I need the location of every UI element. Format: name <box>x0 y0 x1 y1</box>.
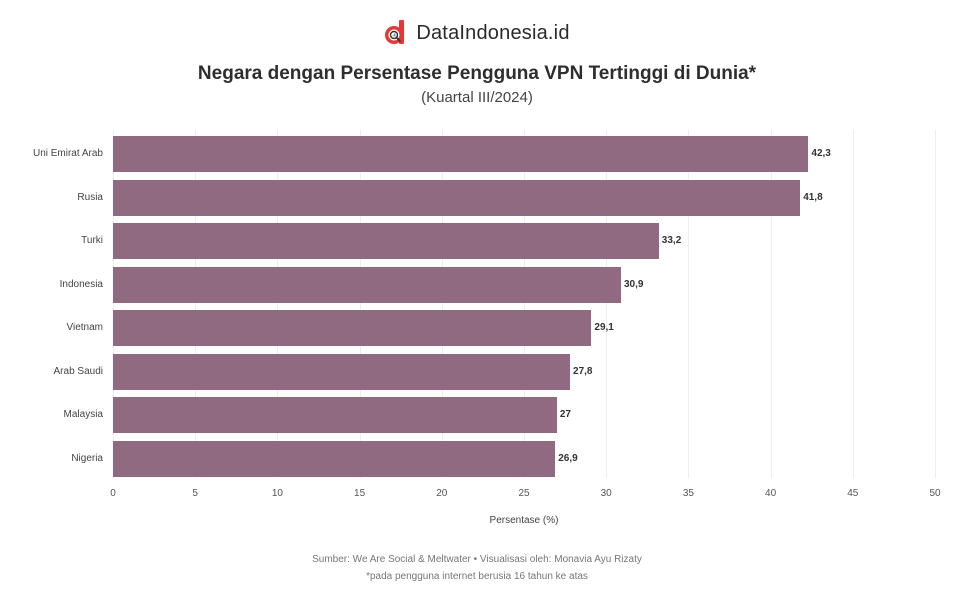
category-label: Vietnam <box>66 322 103 333</box>
brand-header: DataIndonesia.id <box>0 20 954 46</box>
x-tick-label: 0 <box>110 488 116 499</box>
bar-value-label: 42,3 <box>811 148 831 159</box>
category-label: Turki <box>81 235 103 246</box>
category-label: Nigeria <box>71 452 103 464</box>
x-tick-label: 45 <box>847 488 859 499</box>
gridline <box>359 130 361 478</box>
bar-row: 26,9 <box>113 440 935 477</box>
chart-title: Negara dengan Persentase Pengguna VPN Te… <box>197 63 757 84</box>
bar-row: 30,9 <box>113 266 935 303</box>
chart-subtitle: (Kuartal III/2024) <box>421 89 533 106</box>
plot-area: 42,3 41,8 33,2 30,9 29,1 27,8 27 26,9 <box>113 130 936 478</box>
x-tick-label: 50 <box>929 488 941 499</box>
category-label: Uni Emirat Arab <box>32 148 103 159</box>
bar-row: 42,3 <box>113 136 935 172</box>
x-tick-label: 5 <box>192 488 198 499</box>
category-label: Arab Saudi <box>53 365 103 377</box>
bar-value-label: 29,1 <box>594 322 614 333</box>
gridline <box>688 130 690 478</box>
category-label: Indonesia <box>59 278 103 290</box>
bar[interactable] <box>113 266 621 303</box>
bar[interactable] <box>113 440 556 477</box>
gridline <box>524 130 525 478</box>
category-label: Rusia <box>77 191 103 203</box>
bar-value-label: 41,8 <box>803 191 823 203</box>
x-tick-label: 15 <box>354 488 366 499</box>
gridline <box>441 130 443 478</box>
bar-row: 27 <box>113 397 935 433</box>
dataindonesia-logo-icon <box>384 20 406 46</box>
gridline <box>195 130 197 478</box>
bar[interactable] <box>113 310 592 346</box>
x-tick-label: 35 <box>682 488 694 499</box>
bar[interactable] <box>113 353 571 390</box>
gridline <box>113 130 114 478</box>
bar[interactable] <box>113 397 557 433</box>
gridline <box>606 130 608 478</box>
bar-value-label: 27 <box>559 409 571 420</box>
gridline <box>852 130 854 478</box>
bar-row: 29,1 <box>113 310 935 346</box>
x-tick-label: 30 <box>600 488 612 499</box>
bar[interactable] <box>113 136 809 172</box>
brand-name: DataIndonesia.id <box>416 21 570 44</box>
category-label: Malaysia <box>63 409 103 420</box>
bar-value-label: 33,2 <box>661 235 682 246</box>
bar-value-label: 27,8 <box>573 365 593 377</box>
gridline <box>277 130 279 478</box>
bar-row: 41,8 <box>113 179 935 216</box>
bar-row: 33,2 <box>113 223 935 259</box>
bar-value-label: 26,9 <box>558 452 578 464</box>
bar-row: 27,8 <box>113 353 935 390</box>
x-tick-label: 40 <box>765 488 777 499</box>
bar[interactable] <box>113 179 801 216</box>
source-note: Sumber: We Are Social & Meltwater • Visu… <box>312 554 642 565</box>
gridline <box>935 130 936 478</box>
x-tick-label: 10 <box>271 488 283 499</box>
x-axis-label: Persentase (%) <box>489 515 559 526</box>
x-tick-label: 20 <box>436 488 448 499</box>
bar-value-label: 30,9 <box>623 278 644 290</box>
footnote: *pada pengguna internet berusia 16 tahun… <box>366 571 588 582</box>
x-tick-label: 25 <box>518 488 530 499</box>
bar[interactable] <box>113 223 659 259</box>
gridline <box>770 130 772 478</box>
